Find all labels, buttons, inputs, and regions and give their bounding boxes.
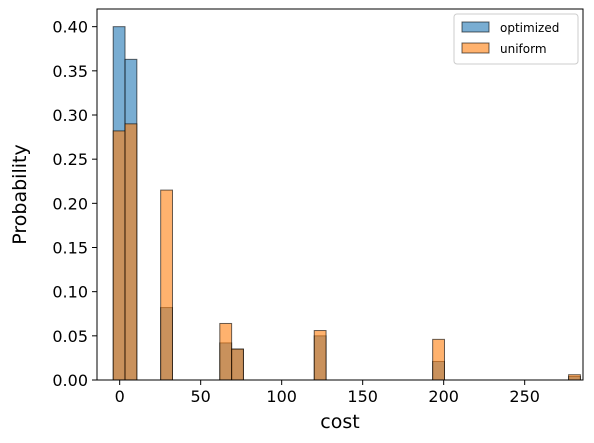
legend: optimized uniform xyxy=(453,13,579,65)
bar-uniform-0 xyxy=(112,130,126,381)
y-tick-label: 0.35 xyxy=(52,62,88,81)
bar-uniform-4 xyxy=(231,348,244,381)
y-tick-label: 0.05 xyxy=(52,327,88,346)
y-tick-label: 0.15 xyxy=(52,239,88,258)
x-tick-label: 100 xyxy=(266,387,297,406)
bars-layer xyxy=(112,26,581,381)
x-tick-label: 150 xyxy=(347,387,378,406)
x-axis-label: cost xyxy=(320,411,359,433)
x-tick-label: 250 xyxy=(509,387,540,406)
bar-uniform-3 xyxy=(219,322,233,381)
y-tick-label: 0.25 xyxy=(52,150,88,169)
ticks-layer: 0 50 100 150 200 250 0.00 0.05 0.10 0.15 0.20 0.25 0… xyxy=(52,18,540,406)
x-tick-label: 50 xyxy=(191,387,211,406)
y-axis-label: Probability xyxy=(9,144,31,244)
plot-frame xyxy=(96,8,584,381)
legend-swatch-optimized xyxy=(461,21,490,33)
y-tick-label: 0.30 xyxy=(52,106,88,125)
bar-uniform-2 xyxy=(160,189,173,381)
legend-label-uniform: uniform xyxy=(500,42,547,56)
x-tick-label: 0 xyxy=(115,387,125,406)
bar-uniform-1 xyxy=(124,123,138,381)
y-tick-label: 0.40 xyxy=(52,18,88,37)
bar-uniform-6 xyxy=(432,338,445,381)
bar-uniform-5 xyxy=(313,330,327,381)
y-tick-label: 0.20 xyxy=(52,194,88,213)
x-tick-label: 200 xyxy=(428,387,459,406)
legend-swatch-uniform xyxy=(461,42,490,54)
bar-uniform-7 xyxy=(568,374,581,381)
y-tick-label: 0.00 xyxy=(52,371,88,390)
legend-label-optimized: optimized xyxy=(500,21,559,35)
y-tick-label: 0.10 xyxy=(52,283,88,302)
